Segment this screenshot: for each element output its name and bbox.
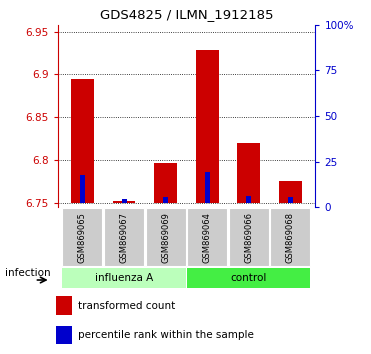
Text: GSM869066: GSM869066	[244, 212, 253, 263]
Bar	[104, 208, 144, 266]
Bar	[146, 208, 186, 266]
Text: GSM869064: GSM869064	[203, 212, 212, 263]
Bar	[163, 197, 168, 203]
Bar	[187, 208, 227, 266]
Text: infection: infection	[4, 268, 50, 278]
Bar	[270, 208, 311, 266]
Text: GSM869069: GSM869069	[161, 212, 170, 263]
Text: transformed count: transformed count	[78, 301, 175, 310]
Bar	[187, 268, 311, 288]
Bar	[288, 197, 293, 203]
Bar	[62, 208, 102, 266]
Bar	[196, 51, 219, 203]
Text: GSM869068: GSM869068	[286, 212, 295, 263]
Bar	[246, 195, 251, 203]
Bar	[229, 208, 269, 266]
Bar	[122, 199, 127, 203]
Title: GDS4825 / ILMN_1912185: GDS4825 / ILMN_1912185	[100, 8, 273, 21]
Bar	[62, 268, 186, 288]
Bar	[154, 162, 177, 203]
Bar	[56, 326, 72, 344]
Bar	[113, 201, 135, 203]
Bar	[56, 296, 72, 315]
Text: GSM869065: GSM869065	[78, 212, 87, 263]
Bar	[237, 143, 260, 203]
Text: percentile rank within the sample: percentile rank within the sample	[78, 330, 254, 340]
Bar	[205, 172, 210, 203]
Bar	[80, 176, 85, 203]
Text: GSM869067: GSM869067	[119, 212, 128, 263]
Text: control: control	[231, 273, 267, 283]
Bar	[279, 181, 302, 203]
Bar	[71, 79, 94, 203]
Text: influenza A: influenza A	[95, 273, 153, 283]
